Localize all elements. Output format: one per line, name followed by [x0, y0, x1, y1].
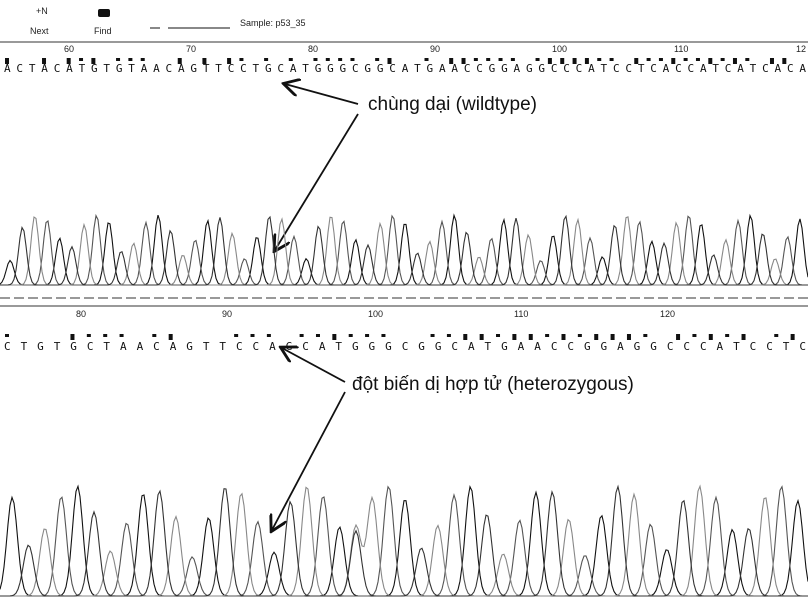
quality-marker: [536, 58, 540, 61]
arrow: [285, 84, 358, 104]
sequence: CTGTGCTAACAGTTCCAGCATGGGCGGCATGAACCGGAGG…: [4, 340, 806, 353]
button[interactable]: Find: [94, 26, 112, 36]
annotation: đột biến dị hợp tử (heterozygous): [352, 374, 634, 395]
quality-marker: [289, 58, 293, 61]
quality-marker: [610, 58, 614, 61]
ruler-label: 80: [76, 309, 86, 319]
quality-marker: [349, 334, 353, 337]
ruler-label: 100: [552, 44, 567, 54]
quality-marker: [496, 334, 500, 337]
quality-marker: [647, 58, 651, 61]
icon: [98, 9, 110, 17]
quality-marker: [141, 58, 145, 61]
quality-marker: [676, 334, 680, 340]
quality-marker: [486, 58, 490, 61]
quality-marker: [300, 334, 304, 337]
quality-marker: [128, 58, 132, 61]
quality-marker: [791, 334, 795, 340]
quality-marker: [721, 58, 725, 61]
quality-marker: [103, 334, 107, 337]
quality-marker: [116, 58, 120, 61]
quality-marker: [375, 58, 379, 61]
quality-marker: [745, 58, 749, 61]
quality-marker: [696, 58, 700, 61]
ruler-label: 60: [64, 44, 74, 54]
quality-marker: [267, 334, 271, 337]
quality-marker: [326, 58, 330, 61]
page: +N Next Find Sample: p53_35 chùng dại (w…: [0, 0, 808, 597]
quality-marker: [79, 58, 83, 61]
quality-marker: [120, 334, 124, 337]
quality-marker: [545, 334, 549, 337]
quality-marker: [742, 334, 746, 340]
quality-marker: [774, 334, 778, 337]
quality-marker: [313, 58, 317, 61]
quality-marker: [529, 334, 533, 340]
quality-marker: [725, 334, 729, 337]
quality-marker: [251, 334, 255, 337]
quality-marker: [659, 58, 663, 61]
quality-marker: [512, 334, 516, 340]
arrow: [282, 348, 345, 382]
quality-marker: [381, 334, 385, 337]
sample-label: Sample: p53_35: [240, 18, 306, 28]
quality-marker: [611, 334, 615, 340]
quality-marker: [239, 58, 243, 61]
quality-marker: [365, 334, 369, 337]
quality-marker: [87, 334, 91, 337]
ruler-label: 90: [222, 309, 232, 319]
quality-marker: [709, 334, 713, 340]
quality-marker: [431, 334, 435, 337]
ruler-label: 80: [308, 44, 318, 54]
quality-marker: [684, 58, 688, 61]
quality-marker: [782, 58, 786, 64]
quality-marker: [474, 58, 478, 61]
quality-marker: [511, 58, 515, 61]
ruler-label: 12: [796, 44, 806, 54]
ruler-label: 70: [186, 44, 196, 54]
quality-marker: [5, 334, 9, 337]
screenshot: +N Next Find Sample: p53_35 chùng dại (w…: [0, 0, 808, 597]
quality-marker: [627, 334, 631, 340]
ruler-label: 110: [514, 309, 528, 319]
quality-marker: [643, 334, 647, 337]
quality-marker: [770, 58, 774, 64]
quality-marker: [447, 334, 451, 337]
annotation: chùng dại (wildtype): [368, 94, 537, 115]
quality-marker: [499, 58, 503, 61]
icon: +N: [36, 6, 48, 16]
quality-marker: [350, 58, 354, 61]
ruler-label: 120: [660, 309, 675, 319]
quality-marker: [597, 58, 601, 61]
quality-marker: [316, 334, 320, 337]
quality-marker: [338, 58, 342, 61]
quality-marker: [692, 334, 696, 337]
ruler-label: 100: [368, 309, 383, 319]
quality-marker: [480, 334, 484, 340]
quality-marker: [234, 334, 238, 337]
quality-marker: [561, 334, 565, 340]
button[interactable]: Next: [30, 26, 49, 36]
quality-marker: [152, 334, 156, 337]
quality-marker: [425, 58, 429, 61]
ruler-label: 90: [430, 44, 440, 54]
ruler-label: 110: [674, 44, 688, 54]
trace: [0, 486, 808, 596]
arrow: [272, 392, 345, 530]
quality-marker: [264, 58, 268, 61]
sequence: ACTACATGTGTAACAGTTCCTGCATGGGCGGCATGAACCG…: [4, 62, 806, 75]
quality-marker: [463, 334, 467, 340]
quality-marker: [594, 334, 598, 340]
quality-marker: [578, 334, 582, 337]
